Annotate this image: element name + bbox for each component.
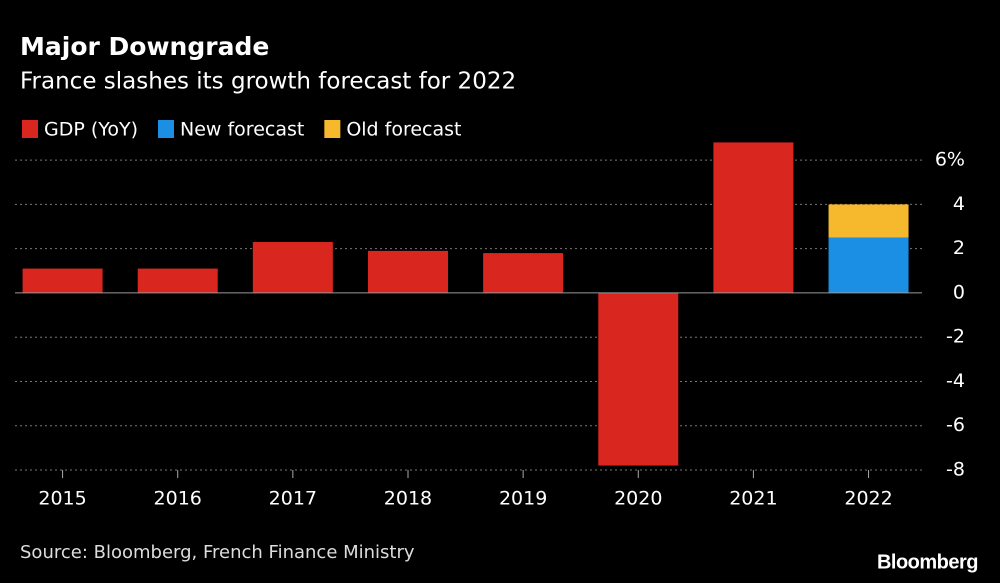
y-tick-label: -2 xyxy=(946,326,965,348)
legend-swatch xyxy=(22,120,38,138)
x-tick-label: 2017 xyxy=(269,488,317,510)
x-tick-label: 2020 xyxy=(614,488,662,510)
x-tick-label: 2016 xyxy=(154,488,202,510)
bar xyxy=(137,268,218,293)
legend-label: New forecast xyxy=(180,119,304,141)
legend-swatch xyxy=(324,120,341,138)
x-tick-label: 2022 xyxy=(844,488,892,510)
x-tick-label: 2018 xyxy=(384,488,432,510)
bar xyxy=(22,268,103,293)
x-tick-label: 2015 xyxy=(38,488,86,510)
bar xyxy=(483,253,564,293)
y-tick-label: 0 xyxy=(953,281,965,303)
x-tick-label: 2021 xyxy=(729,488,777,510)
bar xyxy=(367,250,448,293)
bar xyxy=(828,204,909,238)
y-tick-label: 4 xyxy=(953,193,965,215)
y-tick-label: -4 xyxy=(946,370,965,392)
x-tick-label: 2019 xyxy=(499,488,547,510)
legend-swatch xyxy=(158,120,174,138)
source: Source: Bloomberg, French Finance Minist… xyxy=(20,542,415,563)
y-tick-label: 6% xyxy=(935,149,965,171)
bar xyxy=(828,237,909,293)
bar xyxy=(713,142,794,293)
chart-subtitle: France slashes its growth forecast for 2… xyxy=(20,69,516,95)
y-tick-label: -8 xyxy=(946,459,965,481)
bar xyxy=(252,242,333,293)
y-tick-label: -6 xyxy=(946,414,965,436)
logo: Bloomberg xyxy=(877,551,978,573)
y-tick-label: 2 xyxy=(953,237,965,259)
chart-title: Major Downgrade xyxy=(20,32,269,61)
legend-label: GDP (YoY) xyxy=(44,119,138,141)
legend-label: Old forecast xyxy=(346,119,461,141)
bar xyxy=(598,292,679,466)
